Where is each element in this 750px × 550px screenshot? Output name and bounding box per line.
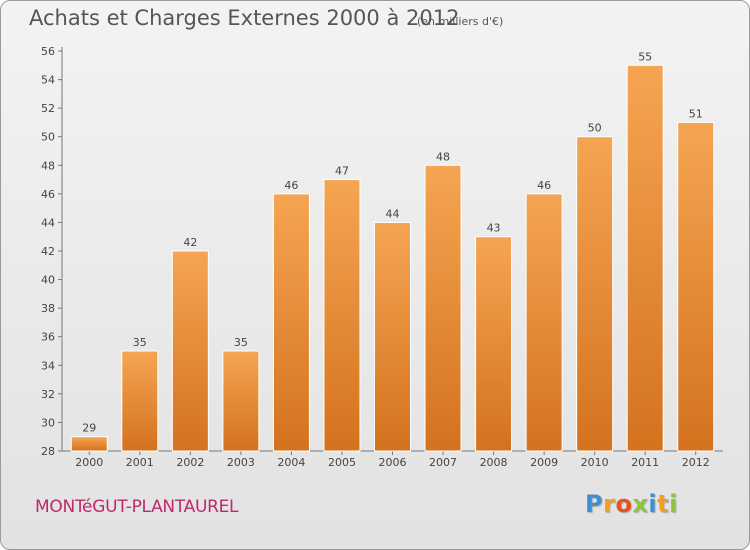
x-tick-label: 2006 — [379, 456, 407, 469]
y-tick-label: 38 — [41, 302, 55, 315]
bar-value-label: 51 — [689, 107, 703, 120]
x-tick-label: 2010 — [581, 456, 609, 469]
bar-value-label: 43 — [487, 222, 501, 235]
bar-2007 — [424, 164, 462, 452]
bar-value-label: 50 — [588, 122, 602, 135]
x-tick-label: 2005 — [328, 456, 356, 469]
logo-letter: r — [603, 490, 616, 518]
x-tick-label: 2008 — [480, 456, 508, 469]
bar-value-label: 29 — [82, 422, 96, 435]
bar-value-label: 35 — [133, 336, 147, 349]
bar-value-label: 44 — [386, 207, 400, 220]
bar-2009 — [525, 193, 563, 452]
bar-value-label: 55 — [638, 50, 652, 63]
commune-name: MONTéGUT-PLANTAUREL — [35, 497, 239, 517]
y-tick-label: 46 — [41, 188, 55, 201]
logo-letter: P — [585, 490, 604, 518]
bar-2008 — [475, 236, 513, 452]
bar-value-label: 47 — [335, 165, 349, 178]
bar-value-label: 48 — [436, 150, 450, 163]
y-tick-label: 54 — [41, 74, 55, 87]
bar-2010 — [576, 136, 614, 452]
y-tick-label: 30 — [41, 416, 55, 429]
bar-value-label: 46 — [284, 179, 298, 192]
bar-2000 — [70, 436, 108, 452]
bar-value-label: 42 — [183, 236, 197, 249]
y-tick-label: 34 — [41, 359, 55, 372]
x-tick-label: 2001 — [126, 456, 154, 469]
bar-2004 — [272, 193, 310, 452]
bar-2012 — [677, 121, 715, 452]
bar-2002 — [171, 250, 209, 452]
logo-letter: x — [632, 490, 649, 518]
chart-title: Achats et Charges Externes 2000 à 2012 — [29, 6, 460, 30]
x-tick-label: 2011 — [631, 456, 659, 469]
x-tick-label: 2000 — [75, 456, 103, 469]
bar-value-label: 46 — [537, 179, 551, 192]
y-tick-label: 50 — [41, 131, 55, 144]
logo-letter: i — [669, 490, 678, 518]
y-tick-label: 40 — [41, 274, 55, 287]
x-tick-label: 2012 — [682, 456, 710, 469]
y-tick-label: 52 — [41, 102, 55, 115]
x-tick-label: 2007 — [429, 456, 457, 469]
bar-2006 — [374, 221, 411, 452]
y-tick-label: 28 — [41, 445, 55, 458]
x-tick-label: 2004 — [277, 456, 305, 469]
chart-subtitle: (en milliers d'€) — [417, 15, 504, 28]
x-tick-label: 2002 — [176, 456, 204, 469]
logo-letter: t — [657, 490, 670, 518]
bar-2001 — [121, 350, 159, 452]
logo-letter: o — [615, 490, 633, 518]
logo-letter: i — [648, 490, 658, 518]
bar-2011 — [626, 64, 664, 452]
y-tick-label: 32 — [41, 388, 55, 401]
x-tick-label: 2003 — [227, 456, 255, 469]
x-tick-label: 2009 — [530, 456, 558, 469]
bar-2005 — [323, 179, 361, 452]
y-tick-label: 44 — [41, 216, 55, 229]
bar-value-label: 35 — [234, 336, 248, 349]
y-tick-label: 42 — [41, 245, 55, 258]
y-tick-label: 36 — [41, 331, 55, 344]
y-tick-label: 56 — [41, 45, 55, 58]
proxiti-logo: Proxiti — [585, 490, 678, 518]
y-tick-label: 48 — [41, 159, 55, 172]
bar-2003 — [222, 350, 260, 452]
